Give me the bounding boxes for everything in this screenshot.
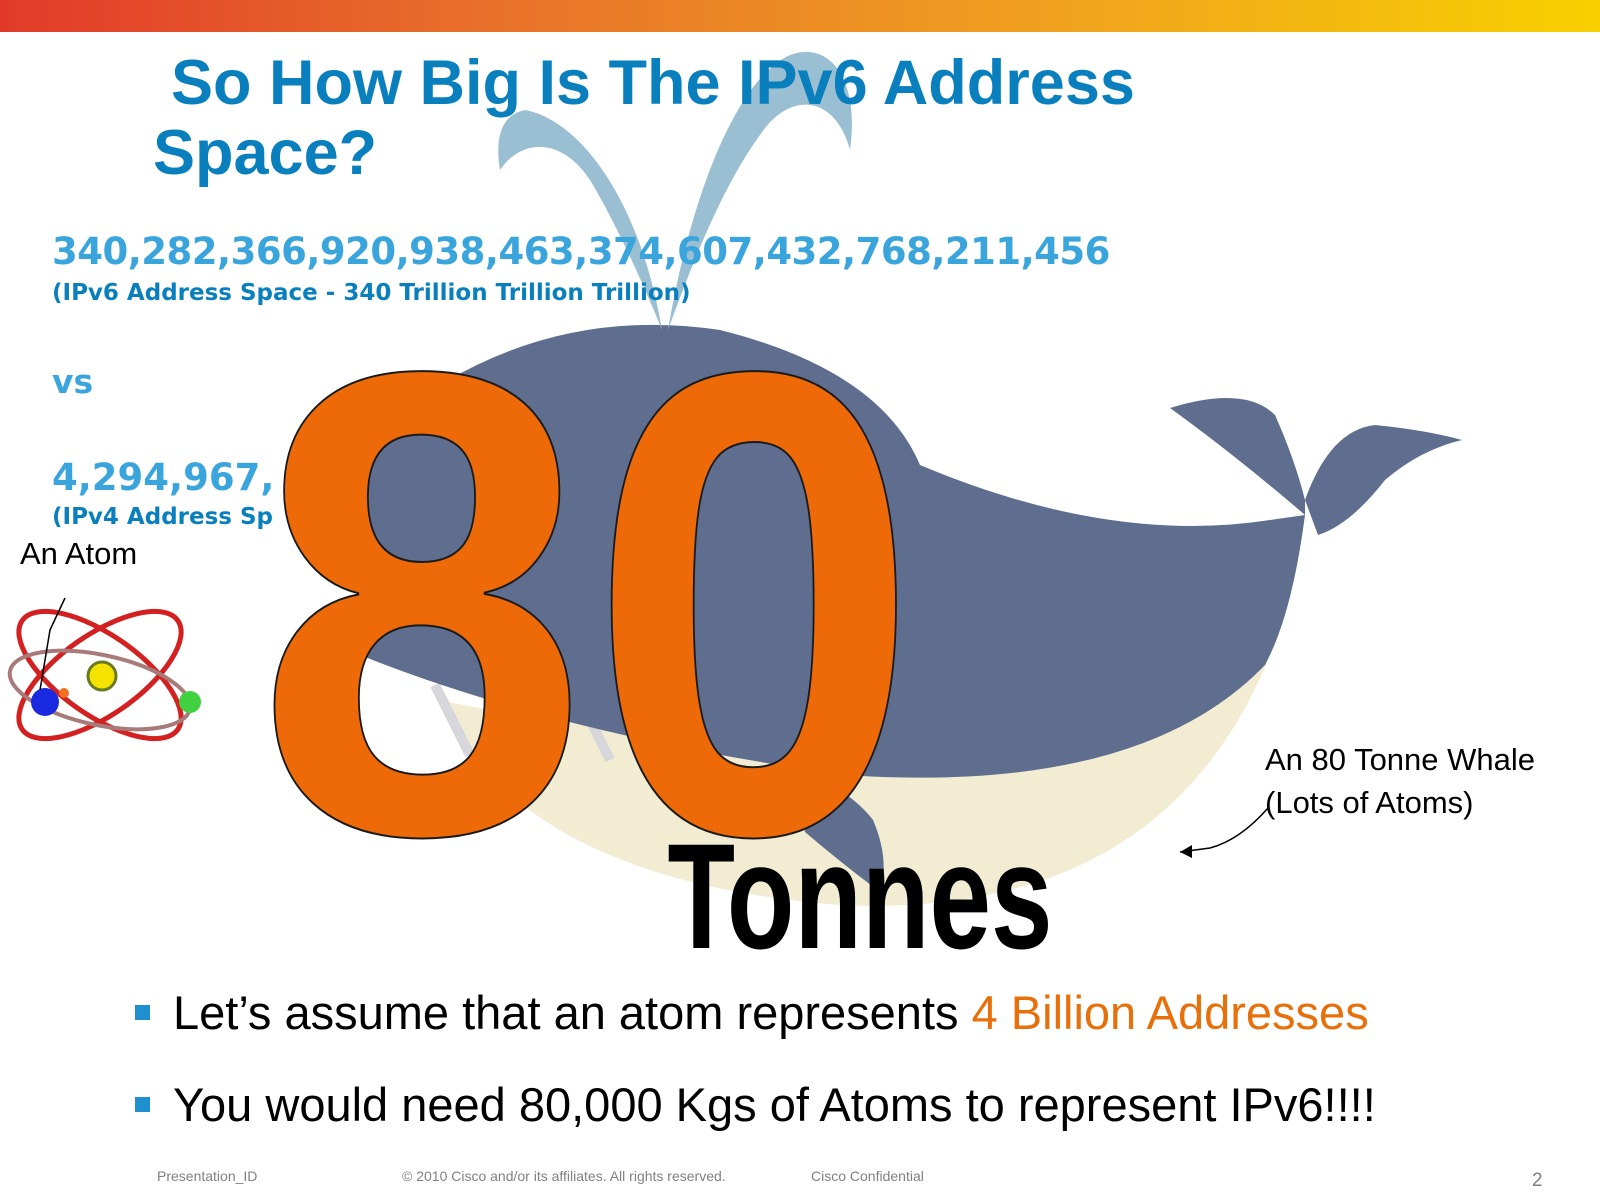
footer-confidential: Cisco Confidential [811, 1168, 924, 1184]
big-number: 80 [256, 235, 921, 972]
bullet-text: Let’s assume that an atom represents [173, 986, 972, 1039]
bullet-text: You would need 80,000 Kgs of Atoms to re… [173, 1078, 1376, 1131]
footer-copyright: © 2010 Cisco and/or its affiliates. All … [402, 1168, 726, 1184]
footer-presentation-id: Presentation_ID [157, 1168, 258, 1184]
atom-label: An Atom [20, 536, 138, 571]
ipv6-caption: (IPv6 Address Space - 340 Trillion Trill… [52, 280, 691, 306]
page-number: 2 [1532, 1170, 1543, 1191]
ipv6-address-count: 340,282,366,920,938,463,374,607,432,768,… [52, 230, 1110, 273]
bullet-highlight: 4 Billion Addresses [971, 986, 1369, 1039]
slide-title-line1: So How Big Is The IPv6 Address [171, 48, 1135, 118]
ipv4-caption: (IPv4 Address Sp [52, 504, 274, 530]
slide-title-line2: Space? [153, 118, 378, 188]
big-unit: Tonnes [668, 812, 1053, 980]
whale-label: An 80 Tonne Whale (Lots of Atoms) [1265, 738, 1535, 824]
vs-label: vs [52, 362, 94, 401]
slide-title: So How Big Is The IPv6 Address Space? [153, 48, 1135, 188]
square-bullet-icon [135, 1005, 150, 1020]
whale-label-line2: (Lots of Atoms) [1265, 785, 1474, 820]
atom-illustration [7, 608, 201, 742]
bullet-list: Let’s assume that an atom represents 4 B… [135, 985, 1376, 1169]
bullet-item: Let’s assume that an atom represents 4 B… [135, 985, 1376, 1077]
square-bullet-icon [135, 1097, 150, 1112]
ipv4-address-count: 4,294,967, [52, 456, 275, 499]
bullet-item: You would need 80,000 Kgs of Atoms to re… [135, 1077, 1376, 1169]
whale-label-line1: An 80 Tonne Whale [1265, 742, 1536, 777]
top-accent-bar [0, 0, 1600, 32]
